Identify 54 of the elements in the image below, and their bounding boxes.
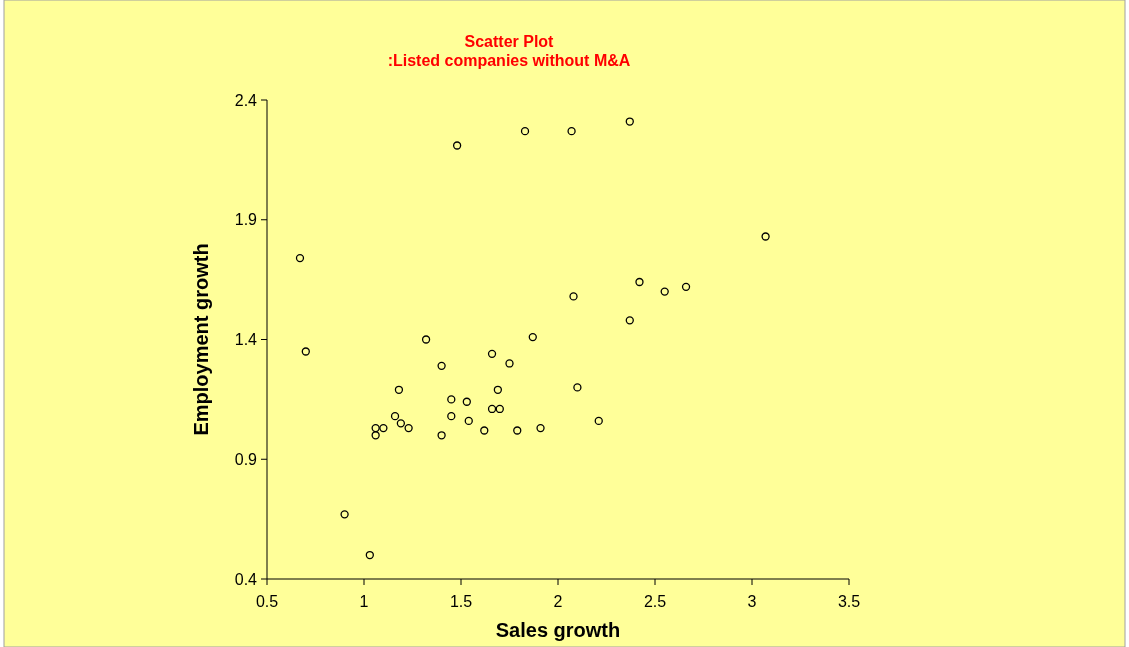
point — [390, 411, 400, 421]
y-tick-label: 1.4 — [234, 331, 258, 349]
point — [761, 232, 770, 241]
point — [536, 423, 545, 433]
point — [396, 419, 406, 428]
point — [379, 423, 388, 433]
point — [447, 395, 456, 404]
point — [464, 416, 473, 426]
point — [573, 383, 582, 392]
y-tick-label: 1.9 — [234, 211, 258, 229]
point — [505, 359, 514, 368]
point — [625, 117, 634, 126]
x-axis-title: Sales growth — [495, 619, 621, 641]
point — [404, 423, 413, 433]
point — [493, 385, 503, 394]
point — [437, 431, 446, 440]
y-axis-title: Employment growth — [190, 243, 212, 436]
point — [681, 282, 691, 291]
point — [480, 426, 489, 435]
point — [437, 361, 446, 370]
point — [513, 426, 522, 435]
point — [452, 141, 462, 150]
point — [447, 411, 456, 421]
point — [487, 349, 497, 359]
chart-title: Scatter Plot :Listed companies without M&A — [387, 33, 631, 69]
x-tick-label: 3 — [747, 593, 757, 610]
point — [594, 416, 603, 426]
x-tick-label: 3.5 — [837, 593, 861, 610]
point — [301, 347, 310, 356]
x-tick-label: 1 — [359, 593, 369, 610]
x-tick-label: 0.5 — [255, 593, 279, 610]
point — [340, 510, 349, 519]
point — [487, 404, 497, 414]
point — [625, 316, 634, 325]
point — [660, 287, 669, 296]
point — [567, 126, 576, 136]
y-tick-label: 0.4 — [234, 570, 258, 588]
point — [421, 335, 431, 344]
point — [295, 253, 305, 263]
point — [528, 332, 537, 342]
point — [371, 423, 380, 433]
point — [635, 277, 644, 287]
x-tick-label: 1.5 — [449, 593, 473, 610]
y-tick-label: 2.4 — [234, 91, 258, 109]
x-tick-label: 2.5 — [643, 593, 667, 610]
point — [394, 385, 404, 394]
point — [365, 550, 374, 560]
y-tick-label: 0.9 — [234, 450, 258, 468]
point — [371, 431, 380, 440]
point — [462, 397, 471, 406]
point — [569, 292, 578, 301]
x-tick-label: 2 — [553, 593, 563, 610]
point — [495, 404, 504, 414]
point — [520, 126, 530, 136]
